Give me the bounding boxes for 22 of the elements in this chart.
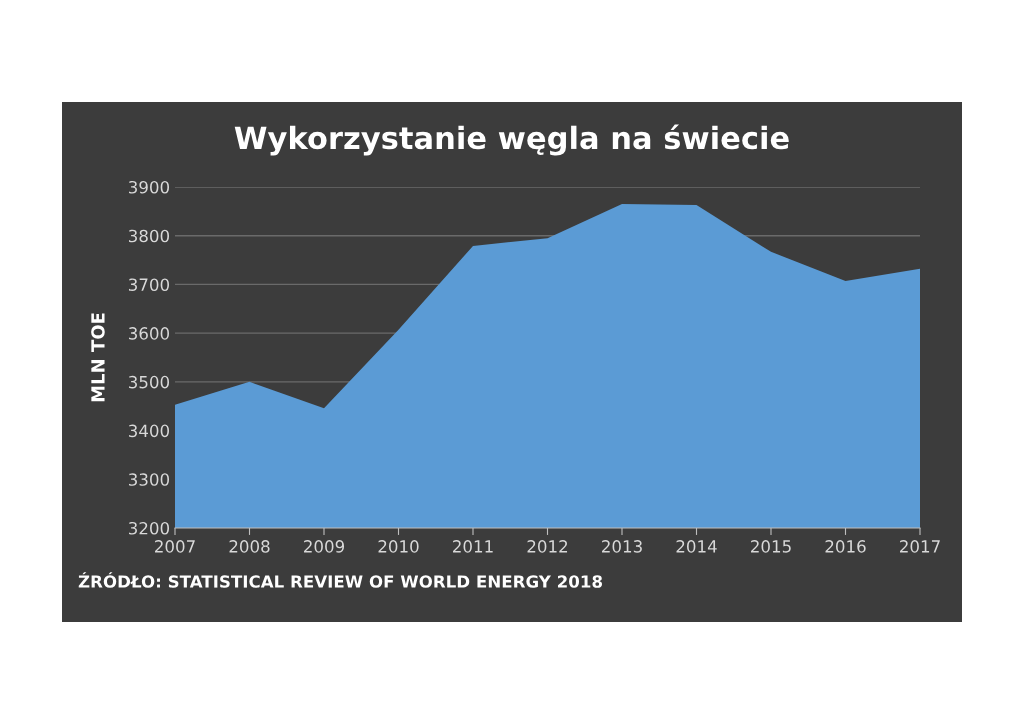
x-tick-label: 2012 [527,540,568,553]
y-tick-label: 3300 [128,473,170,486]
x-tick-label: 2009 [304,540,345,553]
y-axis-title: MLN TOE [91,313,105,402]
x-tick-label: 2013 [602,540,642,553]
x-tick-label: 2015 [751,540,791,553]
y-tick-label: 3500 [128,375,170,389]
x-tick-label: 2011 [453,540,493,553]
x-tick-label: 2007 [155,540,195,553]
y-tick-label: 3800 [128,229,170,243]
y-tick-label: 3900 [128,180,170,194]
x-tick-label: 2017 [900,540,940,553]
text: ŹRÓDŁO: STATISTICAL REVIEW OF WORLD ENERGY 2018 [78,572,603,588]
x-tick-label: 2010 [378,540,419,553]
x-tick-label: 2016 [825,540,866,553]
y-tick-label: 3600 [128,327,170,340]
y-tick-label: 3200 [128,521,170,535]
y-tick-label: 3400 [128,424,170,438]
x-tick-label: 2008 [229,540,270,553]
y-tick-label: 3700 [128,278,170,291]
x-tick-label: 2014 [676,540,717,553]
chart-title: Wykorzystanie węgla na świecie [234,124,789,156]
